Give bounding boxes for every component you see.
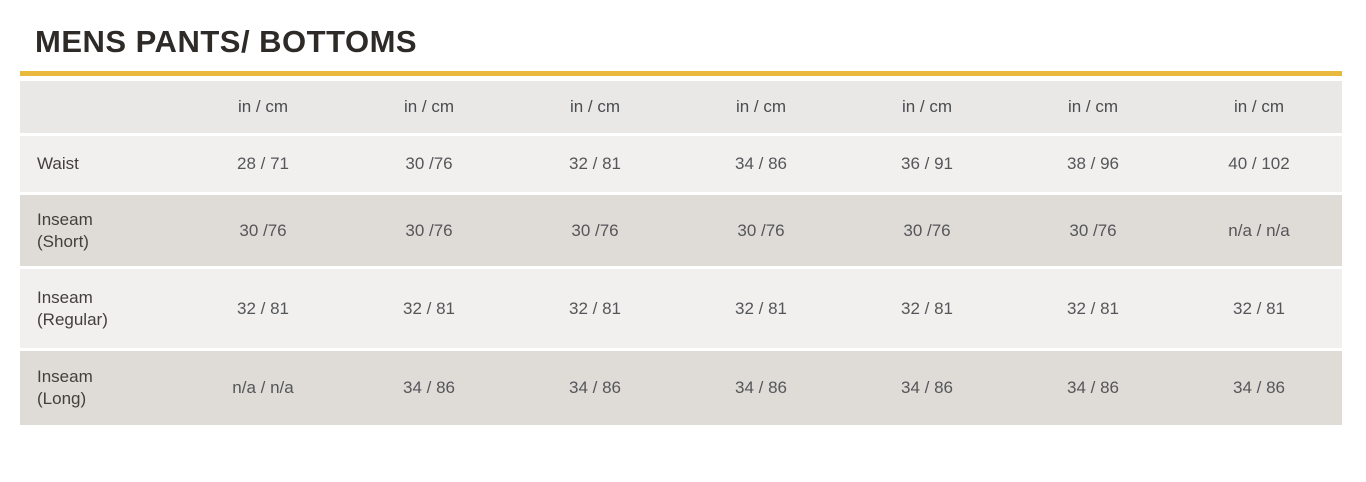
size-cell: 34 / 86 bbox=[569, 378, 621, 397]
size-cell: 30 /76 bbox=[1069, 220, 1117, 240]
row-label: Inseam (Long) bbox=[20, 351, 180, 425]
size-cell: 30 /76 bbox=[405, 220, 453, 240]
unit-header-cell: in / cm bbox=[735, 97, 787, 116]
size-cell: 32 / 81 bbox=[1233, 298, 1285, 318]
size-cell: 34 / 86 bbox=[1067, 378, 1119, 397]
table-row-inseam-regular: Inseam (Regular) 32 / 81 32 / 81 32 / 81… bbox=[20, 269, 1342, 348]
row-label-text: Inseam (Regular) bbox=[37, 287, 108, 329]
row-label-text: Waist bbox=[37, 154, 79, 173]
unit-header-cell: in / cm bbox=[901, 97, 953, 116]
size-cell: 38 / 96 bbox=[1067, 154, 1119, 173]
size-chart-page: MENS PANTS/ BOTTOMS in / cm in / cm in /… bbox=[0, 24, 1366, 482]
size-cell: 34 / 86 bbox=[403, 378, 455, 397]
table-row-inseam-long: Inseam (Long) n/a / n/a 34 / 86 34 / 86 … bbox=[20, 351, 1342, 425]
size-cell: 34 / 86 bbox=[735, 154, 787, 173]
size-cell: 32 / 81 bbox=[901, 298, 953, 318]
size-cell: 32 / 81 bbox=[403, 298, 455, 318]
unit-header-cell: in / cm bbox=[1233, 97, 1285, 116]
unit-header-cell: in / cm bbox=[237, 97, 289, 116]
unit-header-row: in / cm in / cm in / cm in / cm in / cm … bbox=[20, 81, 1342, 133]
size-cell: 34 / 86 bbox=[901, 378, 953, 397]
size-cell: 32 / 81 bbox=[237, 298, 289, 318]
size-cell: 34 / 86 bbox=[1233, 378, 1285, 397]
size-cell: 32 / 81 bbox=[735, 298, 787, 318]
table-row-inseam-short: Inseam (Short) 30 /76 30 /76 30 /76 30 /… bbox=[20, 195, 1342, 266]
size-cell: 30 /76 bbox=[737, 220, 785, 240]
unit-header-cell: in / cm bbox=[569, 97, 621, 116]
size-cell: 30 /76 bbox=[405, 154, 453, 173]
size-cell: n/a / n/a bbox=[1228, 220, 1290, 240]
size-cell: n/a / n/a bbox=[232, 378, 294, 397]
size-cell: 32 / 81 bbox=[569, 154, 621, 173]
size-chart-table: in / cm in / cm in / cm in / cm in / cm … bbox=[20, 81, 1342, 425]
size-cell: 36 / 91 bbox=[901, 154, 953, 173]
unit-header-cell: in / cm bbox=[403, 97, 455, 116]
unit-header-cell: in / cm bbox=[1067, 97, 1119, 116]
row-label-text: Inseam (Long) bbox=[37, 367, 93, 408]
size-cell: 40 / 102 bbox=[1228, 154, 1290, 173]
row-label: Inseam (Regular) bbox=[20, 269, 180, 348]
size-cell: 32 / 81 bbox=[569, 298, 621, 318]
page-title: MENS PANTS/ BOTTOMS bbox=[35, 24, 418, 59]
table-row-waist: Waist 28 / 71 30 /76 32 / 81 34 / 86 36 … bbox=[20, 136, 1342, 192]
size-cell: 30 /76 bbox=[903, 220, 951, 240]
size-cell: 32 / 81 bbox=[1067, 298, 1119, 318]
title-accent-rule bbox=[20, 71, 1342, 76]
unit-header-empty-cell bbox=[20, 81, 180, 133]
size-cell: 30 /76 bbox=[571, 220, 619, 240]
row-label: Waist bbox=[20, 136, 180, 192]
row-label: Inseam (Short) bbox=[20, 195, 180, 266]
size-cell: 28 / 71 bbox=[237, 154, 289, 173]
size-cell: 30 /76 bbox=[239, 220, 287, 240]
row-label-text: Inseam (Short) bbox=[37, 209, 93, 251]
size-cell: 34 / 86 bbox=[735, 378, 787, 397]
